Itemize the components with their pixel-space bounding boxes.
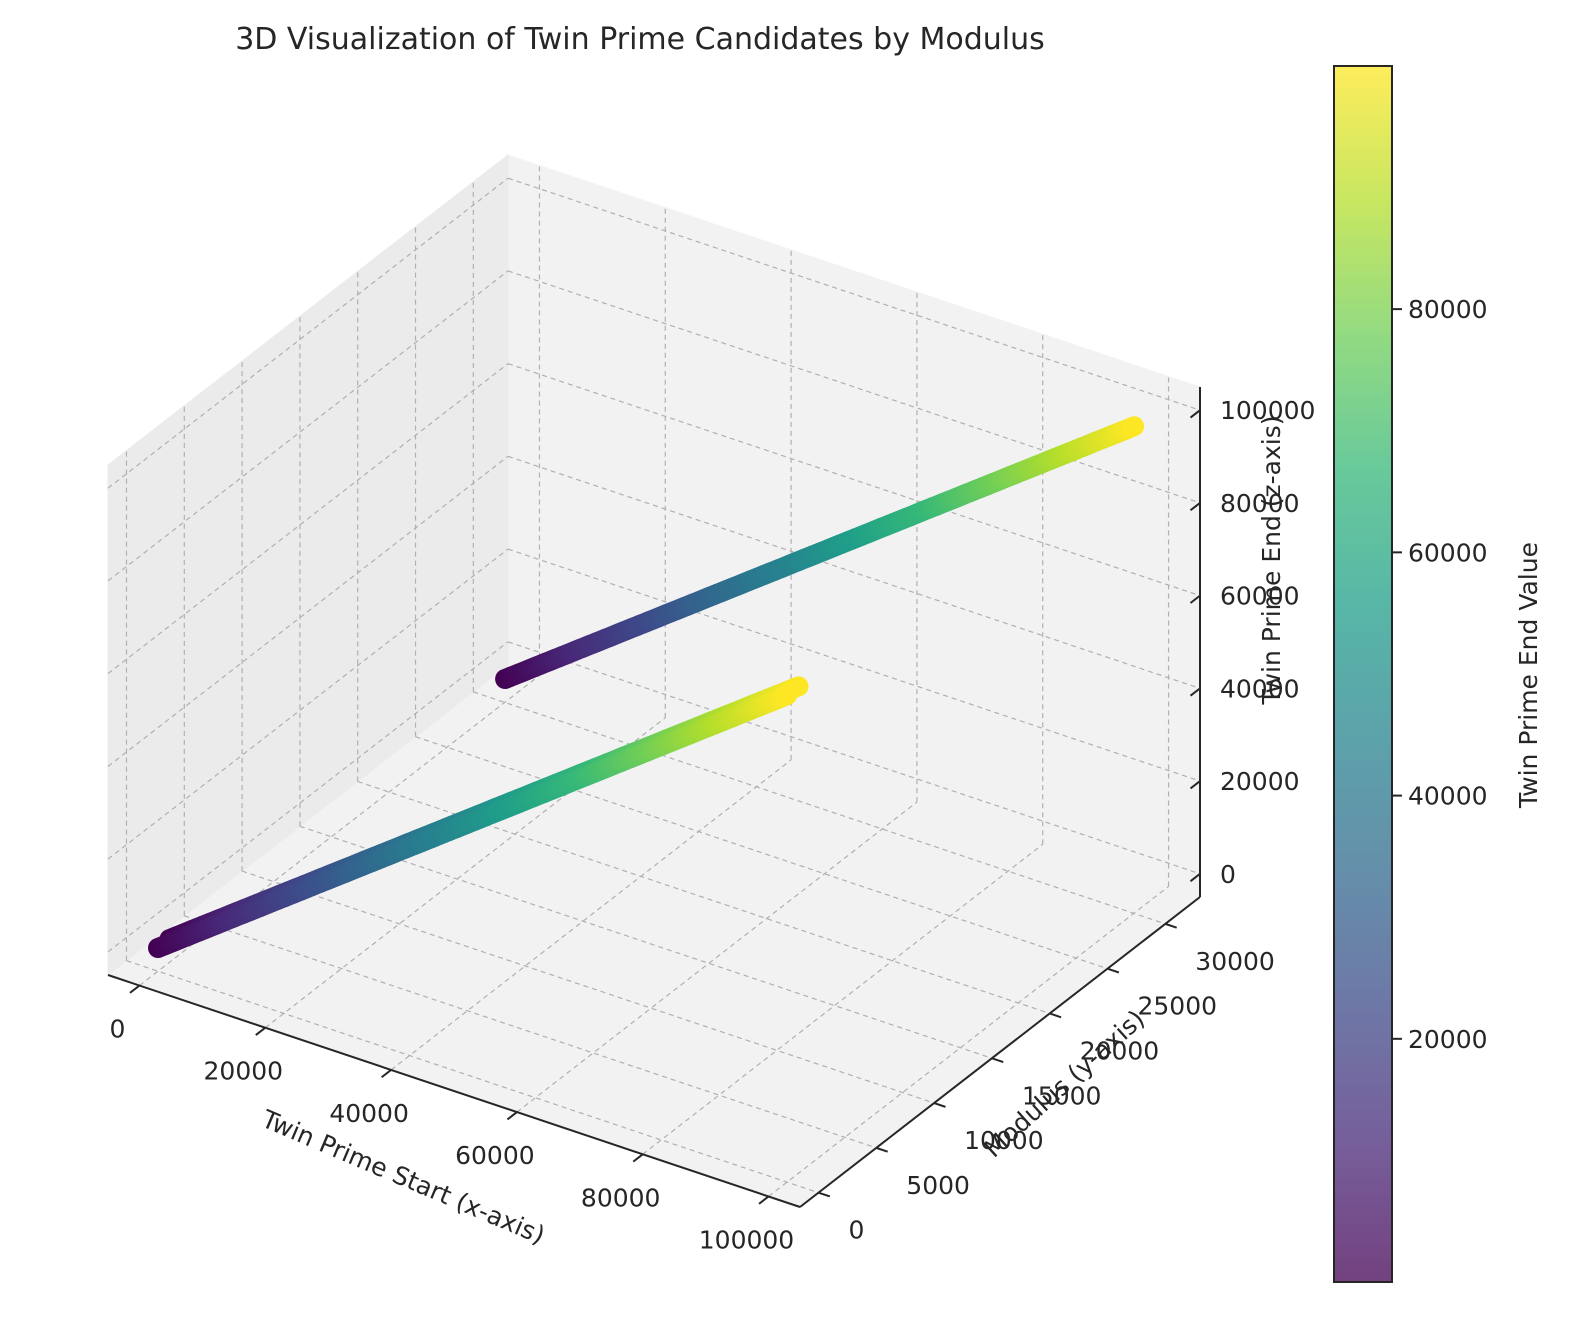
x-tick-mark: [632, 1153, 644, 1163]
y-tick-mark: [1165, 922, 1178, 929]
axis-lines: [107, 387, 1201, 1208]
grid-line-x-floor: [516, 801, 918, 1113]
tick-labels: 0 20000 40000 60000 80000 100000 0 5000 10000 150…: [110, 396, 1316, 1254]
chart-title: 3D Visualization of Twin Prime Candidate…: [235, 22, 1045, 57]
grid-line-y-floor: [241, 870, 935, 1104]
colorbar-tick-label: 80000: [1408, 295, 1488, 324]
data-points: [148, 416, 1145, 958]
grid-line-y-floor: [184, 915, 877, 1149]
axis-panes: [106, 153, 1202, 1208]
colorbar-gradient: [1333, 65, 1393, 1283]
y-tick-label: 25000: [1138, 992, 1218, 1021]
colorbar: 20000 40000 60000 80000 Twin Prime End Valu…: [1333, 65, 1543, 1283]
grid-line-y-floor: [473, 691, 1166, 925]
grid-line-x-floor: [390, 759, 792, 1071]
side-wall-pane: [107, 153, 509, 977]
series-modulus-30030: [495, 416, 1145, 689]
grid-line-z-side: [107, 455, 509, 767]
x-tick-label: 80000: [581, 1183, 661, 1212]
x-tick-mark: [380, 1069, 392, 1079]
x-axis-line: [107, 974, 801, 1208]
x-tick-mark: [506, 1111, 518, 1121]
colorbar-tick-label: 20000: [1408, 1025, 1488, 1054]
z-tick-mark: [1189, 594, 1201, 604]
grid-line-z-side: [107, 270, 509, 582]
y-axis-line: [799, 896, 1201, 1208]
y-tick-mark: [991, 1057, 1004, 1064]
y-tick-mark: [1049, 1012, 1062, 1019]
x-tick-label: 0: [110, 1015, 126, 1044]
z-tick-label: 20000: [1220, 767, 1300, 796]
grid-line-z-back: [507, 641, 1201, 875]
grid-line-z-side: [107, 363, 509, 675]
z-tick-mark: [1189, 873, 1201, 882]
colorbar-tick-label: 40000: [1408, 782, 1488, 811]
grid-line-z-side: [107, 548, 509, 860]
grid-line-z-back: [507, 548, 1201, 782]
y-tick-mark: [1107, 967, 1120, 974]
y-tick-mark: [933, 1102, 946, 1108]
x-tick-label: 40000: [329, 1099, 409, 1128]
x-tick-label: 100000: [699, 1226, 794, 1255]
x-tick-label: 20000: [204, 1057, 284, 1086]
z-tick-mark: [1189, 502, 1201, 512]
y-tick-label: 0: [849, 1216, 865, 1245]
data-point: [1124, 416, 1145, 437]
z-tick-label: 40000: [1220, 674, 1300, 703]
y-tick-label: 20000: [1080, 1037, 1160, 1066]
x-tick-mark: [129, 984, 141, 994]
z-tick-label: 80000: [1220, 489, 1300, 518]
x-tick-mark: [255, 1026, 266, 1036]
y-tick-label: 30000: [1195, 947, 1275, 976]
z-tick-mark: [1189, 780, 1201, 790]
y-tick-mark: [818, 1191, 831, 1198]
colorbar-ticks: 20000 40000 60000 80000: [1392, 295, 1488, 1054]
z-tick-label: 100000: [1220, 396, 1315, 425]
grid-line-x-floor: [264, 717, 666, 1029]
y-tick-label: 15000: [1022, 1081, 1102, 1110]
grid-line-z-side: [107, 641, 509, 953]
grid-line-x-floor: [642, 843, 1044, 1155]
z-tick-label: 0: [1220, 860, 1236, 889]
grid-line-y-floor: [415, 736, 1108, 970]
grid-line-y-floor: [299, 825, 993, 1059]
grid-lines: [107, 165, 1201, 1197]
colorbar-label: Twin Prime End Value: [1514, 542, 1543, 809]
y-tick-label: 5000: [906, 1171, 970, 1200]
colorbar-tick-label: 60000: [1408, 538, 1488, 567]
z-tick-mark: [1189, 409, 1201, 419]
z-tick-mark: [1189, 687, 1201, 697]
y-tick-label: 10000: [964, 1126, 1044, 1155]
x-tick-label: 60000: [455, 1141, 535, 1170]
grid-line-z-side: [107, 177, 509, 489]
data-point: [777, 685, 797, 706]
x-tick-mark: [758, 1195, 770, 1205]
z-tick-label: 60000: [1220, 582, 1300, 611]
series-modulus-2: [148, 685, 797, 958]
z-axis-label: Twin Prime End (z-axis): [1257, 415, 1286, 705]
grid-line-z-back: [507, 455, 1201, 689]
grid-line-x-floor: [768, 885, 1169, 1197]
y-tick-mark: [875, 1146, 888, 1153]
grid-line-z-back: [507, 270, 1201, 504]
grid-line-z-back: [507, 177, 1201, 411]
grid-line-y-floor: [126, 960, 819, 1194]
grid-line-z-back: [507, 363, 1201, 597]
